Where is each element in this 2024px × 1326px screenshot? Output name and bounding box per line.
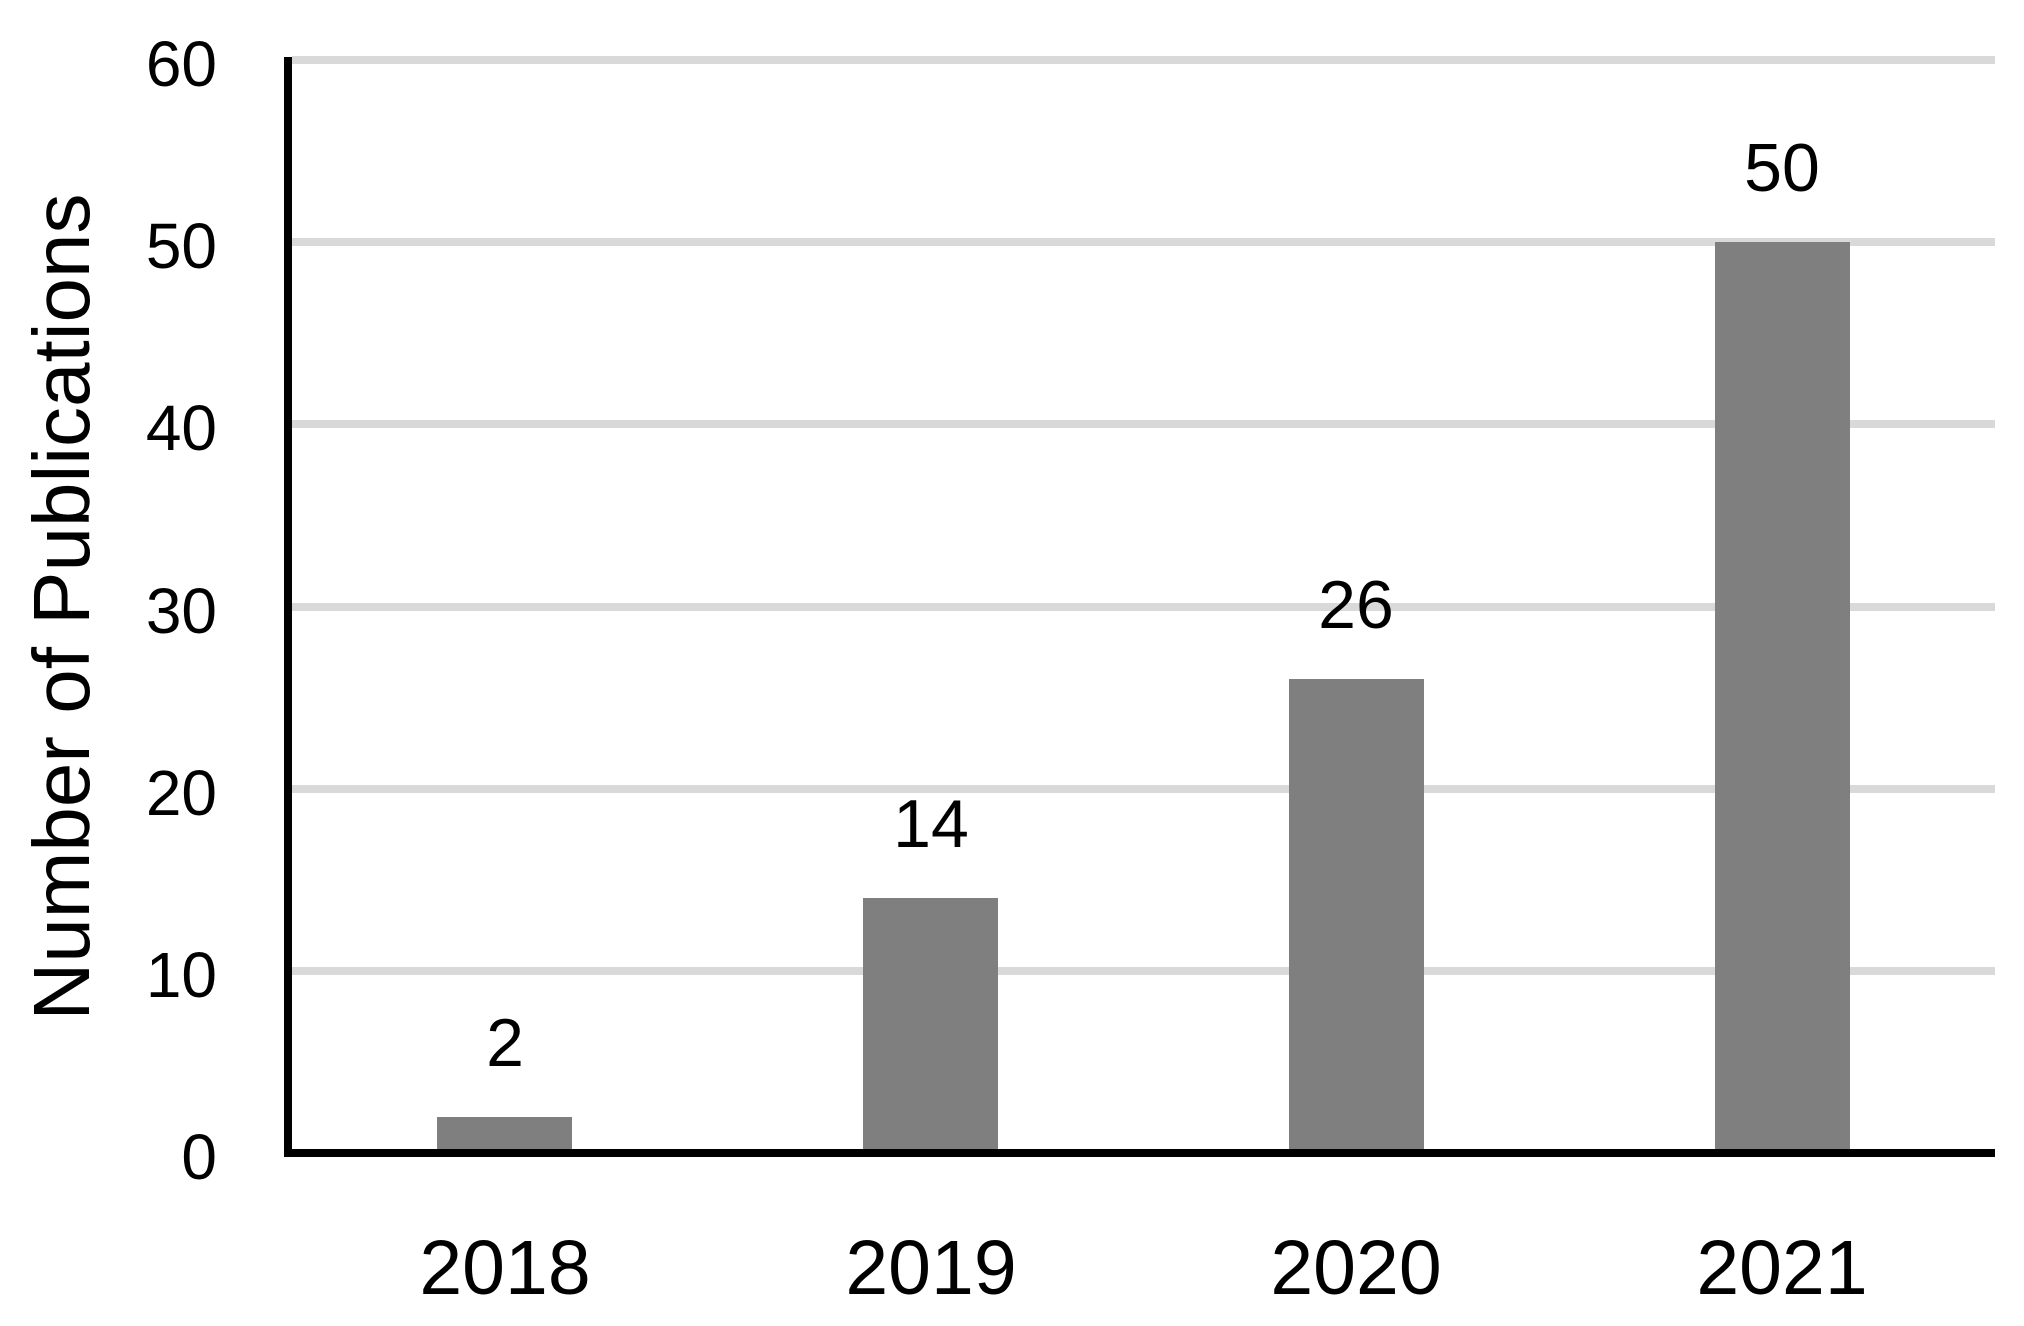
- gridline: [292, 785, 1995, 793]
- y-axis-tick-label: 50: [145, 210, 217, 282]
- x-axis-tick-label: 2020: [1270, 1225, 1442, 1311]
- y-axis-tick-label: 0: [181, 1121, 217, 1193]
- x-axis-tick-label: 2019: [845, 1225, 1017, 1311]
- bar: [1289, 679, 1424, 1153]
- x-axis-line: [284, 1149, 1995, 1157]
- y-axis-tick-label: 40: [145, 392, 217, 464]
- bar: [437, 1117, 572, 1153]
- bar: [863, 898, 998, 1153]
- y-axis-tick-label: 10: [145, 939, 217, 1011]
- x-axis-tick-label: 2018: [419, 1225, 591, 1311]
- bar-value-label: 26: [1318, 567, 1394, 643]
- x-axis-tick-label: 2021: [1696, 1225, 1868, 1311]
- y-axis-tick-label: 30: [145, 575, 217, 647]
- gridline: [292, 56, 1995, 64]
- bar-value-label: 50: [1744, 130, 1820, 206]
- gridline: [292, 603, 1995, 611]
- bar: [1715, 242, 1850, 1153]
- y-axis-tick-label: 20: [145, 757, 217, 829]
- bar-value-label: 2: [486, 1005, 524, 1081]
- y-axis-line: [284, 57, 292, 1157]
- gridline: [292, 967, 1995, 975]
- gridline: [292, 420, 1995, 428]
- y-axis-tick-label: 60: [145, 28, 217, 100]
- bar-value-label: 14: [893, 786, 969, 862]
- gridline: [292, 238, 1995, 246]
